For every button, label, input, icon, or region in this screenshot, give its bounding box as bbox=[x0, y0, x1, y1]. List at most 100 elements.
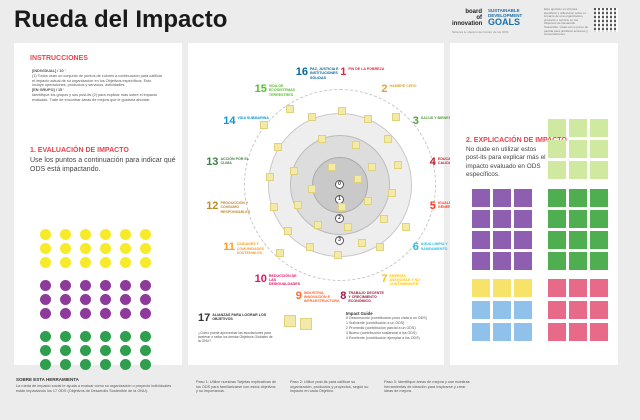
post-it-note[interactable] bbox=[514, 323, 532, 341]
post-it-note[interactable] bbox=[472, 301, 490, 319]
impact-dot[interactable] bbox=[140, 243, 151, 254]
impact-dot[interactable] bbox=[40, 229, 51, 240]
post-it-note[interactable] bbox=[569, 161, 587, 179]
post-it-note[interactable] bbox=[590, 231, 608, 249]
impact-dot[interactable] bbox=[40, 294, 51, 305]
impact-dot[interactable] bbox=[120, 345, 131, 356]
sticky-note[interactable] bbox=[308, 185, 316, 193]
post-it-note[interactable] bbox=[590, 140, 608, 158]
sticky-note[interactable] bbox=[308, 113, 316, 121]
post-it-note[interactable] bbox=[548, 323, 566, 341]
impact-dot[interactable] bbox=[140, 229, 151, 240]
sticky-note[interactable] bbox=[294, 201, 302, 209]
sticky-note[interactable] bbox=[266, 173, 274, 181]
post-it-note[interactable] bbox=[472, 252, 490, 270]
impact-dot[interactable] bbox=[140, 359, 151, 370]
post-it-note[interactable] bbox=[493, 323, 511, 341]
impact-dot[interactable] bbox=[40, 308, 51, 319]
sticky-note[interactable] bbox=[286, 105, 294, 113]
post-it-note[interactable] bbox=[472, 323, 490, 341]
post-it-note[interactable] bbox=[548, 231, 566, 249]
sticky-note[interactable] bbox=[384, 135, 392, 143]
impact-dot[interactable] bbox=[40, 331, 51, 342]
impact-dot[interactable] bbox=[100, 345, 111, 356]
impact-dot[interactable] bbox=[140, 280, 151, 291]
impact-dot[interactable] bbox=[120, 229, 131, 240]
impact-dot[interactable] bbox=[100, 257, 111, 268]
post-it-note[interactable] bbox=[569, 252, 587, 270]
post-it-note[interactable] bbox=[548, 301, 566, 319]
impact-dot[interactable] bbox=[80, 257, 91, 268]
impact-dot[interactable] bbox=[40, 243, 51, 254]
sticky-note[interactable] bbox=[364, 115, 372, 123]
post-it-note[interactable] bbox=[472, 189, 490, 207]
post-it-note[interactable] bbox=[493, 301, 511, 319]
impact-dot[interactable] bbox=[140, 345, 151, 356]
sticky-note[interactable] bbox=[358, 239, 366, 247]
post-it-note[interactable] bbox=[514, 231, 532, 249]
sticky-note[interactable] bbox=[392, 113, 400, 121]
sticky-note[interactable] bbox=[380, 215, 388, 223]
impact-dot[interactable] bbox=[60, 359, 71, 370]
post-it-note[interactable] bbox=[590, 161, 608, 179]
sticky-note[interactable] bbox=[344, 223, 352, 231]
post-it-note[interactable] bbox=[493, 210, 511, 228]
post-it-note[interactable] bbox=[514, 252, 532, 270]
impact-dot[interactable] bbox=[120, 243, 131, 254]
impact-dot[interactable] bbox=[120, 308, 131, 319]
post-it-note[interactable] bbox=[472, 210, 490, 228]
impact-dot[interactable] bbox=[100, 280, 111, 291]
sticky-note[interactable] bbox=[376, 243, 384, 251]
sticky-note[interactable] bbox=[388, 189, 396, 197]
impact-dot[interactable] bbox=[120, 280, 131, 291]
impact-dot[interactable] bbox=[80, 345, 91, 356]
impact-dot[interactable] bbox=[40, 345, 51, 356]
post-it-note[interactable] bbox=[548, 189, 566, 207]
post-it-note[interactable] bbox=[569, 323, 587, 341]
impact-dot[interactable] bbox=[60, 229, 71, 240]
impact-dot[interactable] bbox=[140, 308, 151, 319]
post-it-note[interactable] bbox=[590, 252, 608, 270]
post-it-note[interactable] bbox=[514, 279, 532, 297]
sticky-note[interactable] bbox=[260, 121, 268, 129]
impact-dot[interactable] bbox=[120, 359, 131, 370]
post-it-note[interactable] bbox=[514, 189, 532, 207]
sticky-note[interactable] bbox=[318, 135, 326, 143]
post-it-note[interactable] bbox=[548, 279, 566, 297]
sticky-note[interactable] bbox=[334, 251, 342, 259]
impact-dot[interactable] bbox=[140, 257, 151, 268]
impact-dot[interactable] bbox=[80, 359, 91, 370]
impact-dot[interactable] bbox=[140, 294, 151, 305]
impact-dot[interactable] bbox=[120, 257, 131, 268]
impact-dot[interactable] bbox=[80, 308, 91, 319]
post-it-note[interactable] bbox=[493, 252, 511, 270]
post-it-note[interactable] bbox=[472, 231, 490, 249]
impact-dot[interactable] bbox=[100, 294, 111, 305]
sticky-note[interactable] bbox=[290, 167, 298, 175]
post-it-note[interactable] bbox=[590, 301, 608, 319]
impact-dot[interactable] bbox=[100, 229, 111, 240]
sticky-note[interactable] bbox=[402, 223, 410, 231]
impact-dot[interactable] bbox=[100, 331, 111, 342]
sticky-note[interactable] bbox=[328, 163, 336, 171]
impact-dot[interactable] bbox=[120, 294, 131, 305]
impact-dot[interactable] bbox=[40, 280, 51, 291]
post-it-note[interactable] bbox=[569, 231, 587, 249]
sticky-note[interactable] bbox=[276, 249, 284, 257]
impact-dot[interactable] bbox=[60, 294, 71, 305]
sticky-note[interactable] bbox=[306, 243, 314, 251]
post-it-note[interactable] bbox=[472, 279, 490, 297]
impact-dot[interactable] bbox=[100, 243, 111, 254]
impact-dot[interactable] bbox=[80, 243, 91, 254]
post-it-note[interactable] bbox=[569, 210, 587, 228]
impact-dot[interactable] bbox=[40, 359, 51, 370]
post-it-note[interactable] bbox=[569, 140, 587, 158]
post-it-note[interactable] bbox=[548, 119, 566, 137]
post-it-note[interactable] bbox=[493, 231, 511, 249]
sticky-note[interactable] bbox=[274, 143, 282, 151]
impact-dot[interactable] bbox=[60, 308, 71, 319]
post-it-note[interactable] bbox=[514, 301, 532, 319]
impact-dot[interactable] bbox=[60, 331, 71, 342]
post-it-note[interactable] bbox=[590, 189, 608, 207]
post-it-note[interactable] bbox=[590, 119, 608, 137]
